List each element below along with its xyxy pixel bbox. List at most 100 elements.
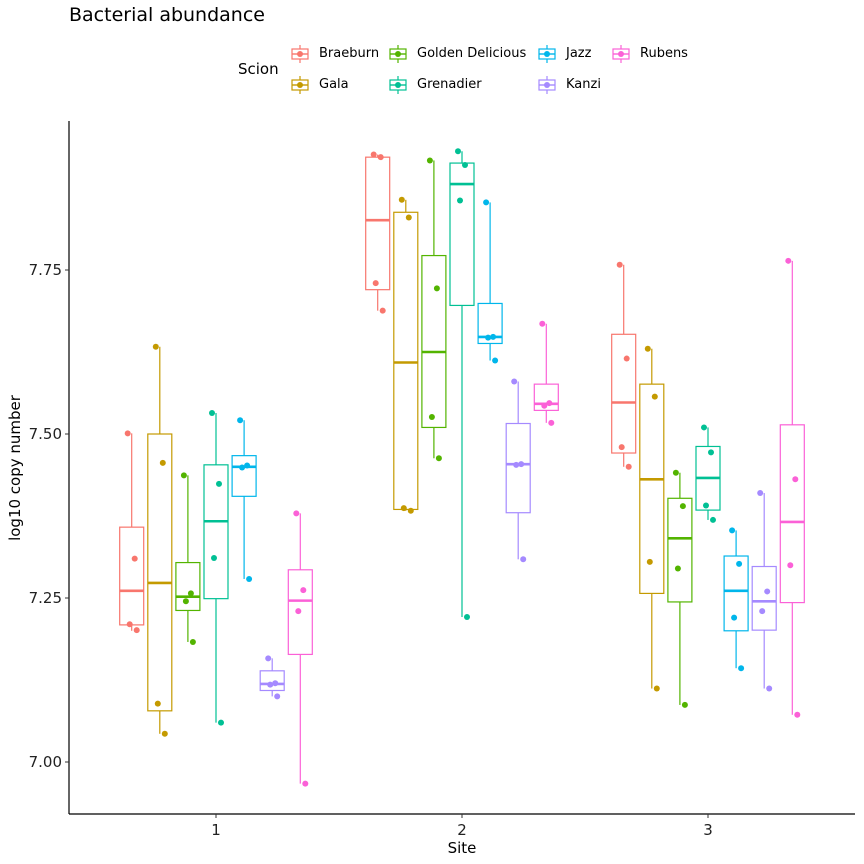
y-tick-label: 7.50	[29, 425, 62, 443]
legend-item-gala: Gala	[291, 75, 349, 95]
box-kanzi-site-1	[259, 655, 285, 700]
data-point	[218, 719, 224, 726]
box-iqr	[667, 497, 693, 603]
legend-item-braeburn: Braeburn	[291, 44, 379, 64]
data-point	[651, 393, 658, 400]
box-iqr	[203, 464, 229, 600]
data-point	[209, 410, 215, 417]
data-point	[133, 627, 140, 634]
data-point	[539, 320, 546, 327]
box-golden-delicious-site-1	[175, 472, 201, 645]
data-point	[785, 257, 792, 264]
data-point	[731, 614, 738, 621]
box-iqr	[449, 162, 475, 307]
data-point	[490, 333, 497, 340]
legend-item-jazz: Jazz	[538, 44, 591, 64]
data-point	[672, 469, 679, 476]
data-point	[757, 490, 764, 497]
data-point	[792, 476, 799, 483]
data-point	[457, 197, 463, 204]
legend-item-grenadier: Grenadier	[389, 75, 482, 95]
box-rubens-site-1	[287, 510, 313, 787]
data-point	[377, 154, 384, 161]
data-point	[618, 444, 625, 451]
legend-key-icon	[389, 75, 407, 95]
legend-label: Kanzi	[566, 77, 601, 92]
data-point	[433, 285, 440, 292]
box-iqr	[639, 383, 665, 595]
data-point	[211, 554, 217, 561]
data-point	[267, 681, 274, 688]
box-braeburn-site-3	[611, 261, 637, 470]
data-point	[492, 357, 499, 364]
data-point	[681, 701, 688, 708]
data-point	[518, 461, 525, 468]
data-point	[764, 588, 771, 595]
data-point	[729, 527, 736, 534]
box-iqr	[751, 565, 777, 631]
box-iqr	[611, 333, 637, 454]
data-point	[237, 417, 244, 424]
box-gala-site-3	[639, 345, 665, 692]
data-point	[548, 419, 555, 426]
data-point	[646, 558, 653, 565]
legend-key-icon	[291, 44, 309, 64]
box-grenadier-site-3	[695, 424, 721, 523]
data-point	[372, 280, 379, 287]
x-tick-label: 2	[457, 821, 467, 839]
legend-item-golden-delicious: Golden Delicious	[389, 44, 526, 64]
legend-title: Scion	[238, 60, 279, 78]
box-kanzi-site-2	[505, 378, 531, 563]
data-point	[405, 214, 412, 221]
data-point	[398, 196, 405, 203]
data-point	[154, 700, 161, 707]
data-point	[435, 455, 442, 462]
legend-label: Braeburn	[319, 46, 380, 61]
data-point	[239, 464, 246, 471]
data-point	[428, 413, 435, 420]
data-point	[462, 162, 468, 169]
legend-key-icon	[538, 75, 556, 95]
data-point	[710, 516, 716, 523]
data-point	[244, 462, 251, 469]
data-point	[187, 590, 194, 597]
data-point	[546, 400, 553, 407]
legend-key-icon	[612, 44, 630, 64]
data-point	[464, 614, 470, 621]
data-point	[520, 556, 527, 563]
box-iqr	[119, 526, 145, 626]
box-iqr	[147, 433, 173, 712]
y-tick-label: 7.00	[29, 753, 62, 771]
data-point	[674, 565, 681, 572]
data-point	[653, 685, 660, 692]
data-point	[246, 575, 253, 582]
box-grenadier-site-2	[449, 148, 475, 621]
data-point	[124, 430, 131, 437]
data-point	[265, 655, 272, 662]
data-point	[455, 148, 461, 155]
box-gala-site-2	[393, 196, 419, 514]
data-point	[703, 502, 709, 509]
data-point	[302, 780, 309, 787]
data-point	[159, 459, 166, 466]
chart-title: Bacterial abundance	[69, 4, 265, 26]
data-point	[541, 402, 548, 409]
box-golden-delicious-site-2	[421, 157, 447, 462]
box-golden-delicious-site-3	[667, 469, 693, 708]
legend-label: Rubens	[640, 46, 688, 61]
legend-label: Jazz	[566, 46, 592, 61]
data-point	[766, 685, 773, 692]
box-kanzi-site-3	[751, 490, 777, 692]
data-point	[736, 560, 743, 567]
box-jazz-site-3	[723, 527, 749, 672]
data-point	[180, 472, 187, 479]
box-iqr	[259, 670, 285, 692]
box-rubens-site-2	[533, 320, 559, 426]
data-point	[300, 587, 307, 594]
data-point	[511, 378, 518, 385]
box-braeburn-site-1	[119, 430, 145, 634]
data-point	[126, 621, 133, 628]
box-iqr	[393, 211, 419, 511]
y-axis-label: log10 copy number	[6, 394, 24, 541]
